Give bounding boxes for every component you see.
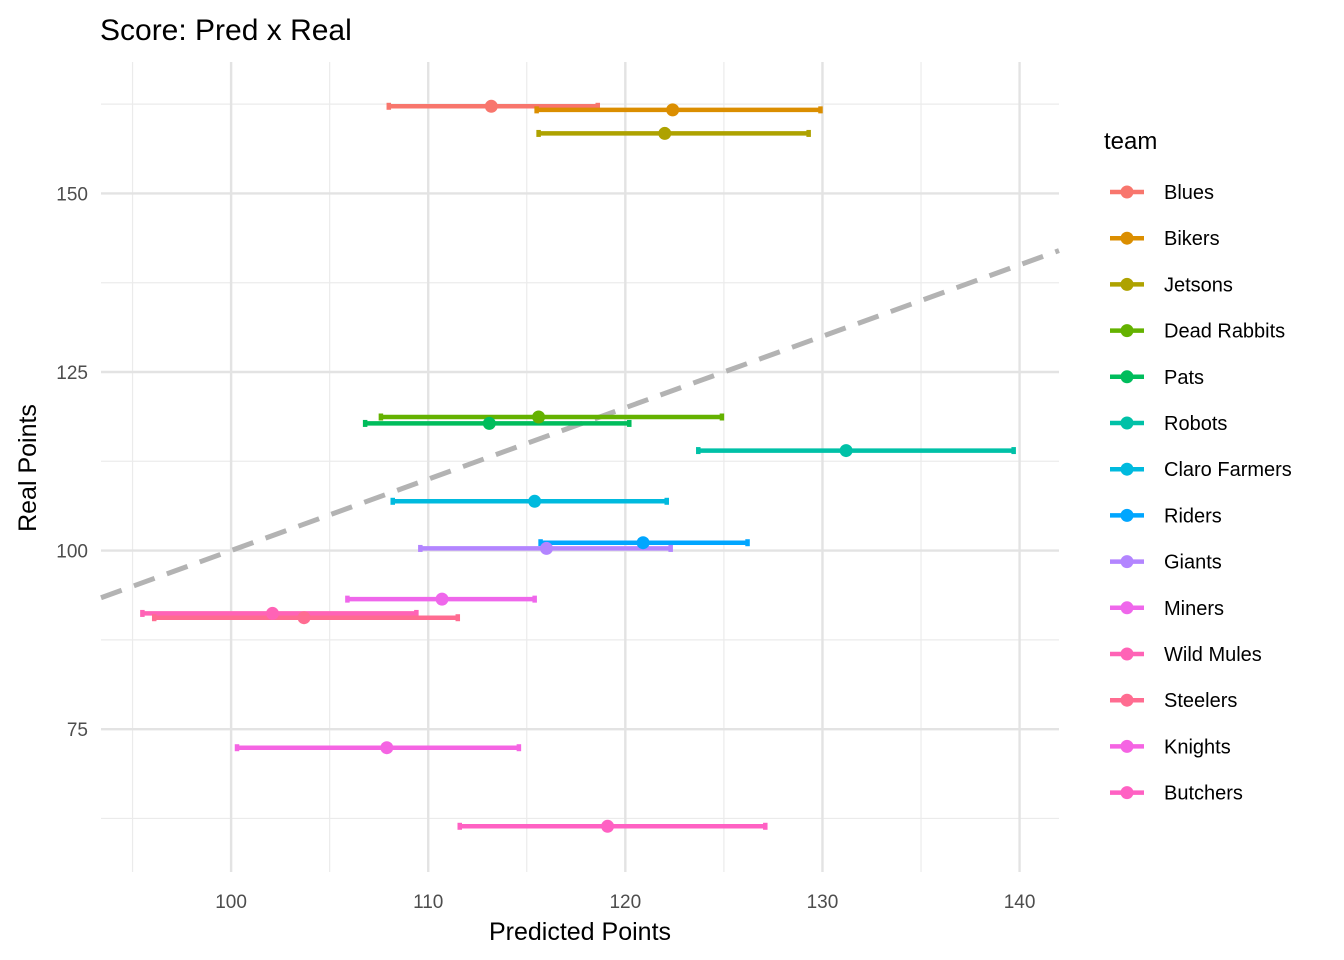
data-point: [636, 536, 650, 550]
error-bars: [140, 102, 1016, 830]
data-point: [265, 606, 279, 620]
legend-label: Pats: [1164, 367, 1204, 389]
legend-key-point: [1120, 185, 1134, 199]
legend-item: Pats: [1110, 367, 1204, 389]
legend-key-point: [1120, 370, 1134, 384]
error-bar: [234, 744, 522, 752]
legend-item: Dead Rabbits: [1110, 321, 1285, 343]
x-axis-label: Predicted Points: [489, 918, 671, 946]
legend-key-point: [1120, 462, 1134, 476]
legend-title: team: [1104, 128, 1157, 155]
x-tick-label: 100: [215, 892, 247, 913]
legend-key-point: [1120, 324, 1134, 338]
error-bar: [362, 419, 632, 427]
legend-key-point: [1120, 508, 1134, 522]
data-point: [528, 494, 542, 508]
legend-key-point: [1120, 693, 1134, 707]
legend-label: Claro Farmers: [1164, 459, 1292, 481]
data-point: [601, 819, 615, 833]
data-point: [380, 741, 394, 755]
y-tick-label: 125: [56, 363, 88, 384]
legend-label: Jetsons: [1164, 274, 1233, 296]
data-point: [539, 541, 553, 555]
legend-label: Blues: [1164, 182, 1214, 204]
legend-item: Claro Farmers: [1110, 459, 1292, 481]
legend-label: Bikers: [1164, 228, 1220, 250]
y-tick-label: 100: [56, 542, 88, 563]
legend-label: Robots: [1164, 413, 1227, 435]
legend-label: Wild Mules: [1164, 644, 1262, 666]
legend-label: Riders: [1164, 505, 1222, 527]
x-tick-label: 110: [413, 892, 443, 913]
legend-key-point: [1120, 555, 1134, 569]
data-points: [265, 99, 853, 833]
legend-key-point: [1120, 739, 1134, 753]
legend-item: Wild Mules: [1110, 644, 1262, 666]
x-axis-ticks: 100 110 120 130 140: [215, 892, 1035, 913]
error-bar: [378, 413, 725, 421]
data-point: [297, 611, 311, 625]
grid: [101, 62, 1059, 872]
legend-item: Butchers: [1110, 783, 1243, 805]
legend-item: Bikers: [1110, 228, 1220, 250]
data-point: [532, 410, 546, 424]
legend-item: Knights: [1110, 736, 1231, 758]
data-point: [484, 99, 498, 113]
y-axis-label: Real Points: [14, 404, 42, 532]
data-point: [435, 592, 449, 606]
error-bar: [696, 447, 1016, 455]
y-tick-label: 150: [56, 184, 88, 205]
data-point: [658, 126, 672, 140]
legend-label: Butchers: [1164, 783, 1243, 805]
x-tick-label: 130: [807, 892, 839, 913]
legend: team Blues Bikers Jetsons Dead Rabbits Pats R…: [1104, 128, 1292, 805]
data-point: [839, 444, 853, 458]
y-tick-label: 75: [67, 720, 88, 741]
legend-label: Dead Rabbits: [1164, 321, 1285, 343]
data-point: [666, 103, 680, 117]
legend-label: Miners: [1164, 598, 1224, 620]
data-point: [482, 416, 496, 430]
legend-item: Riders: [1110, 505, 1222, 527]
error-bar: [536, 129, 811, 137]
chart-title: Score: Pred x Real: [100, 14, 352, 47]
legend-item: Robots: [1110, 413, 1227, 435]
legend-label: Steelers: [1164, 690, 1237, 712]
legend-item: Jetsons: [1110, 274, 1233, 296]
x-tick-label: 120: [609, 892, 641, 913]
legend-key-point: [1120, 786, 1134, 800]
legend-label: Knights: [1164, 736, 1231, 758]
legend-item: Blues: [1110, 182, 1214, 204]
legend-key-point: [1120, 416, 1134, 430]
legend-key-point: [1120, 601, 1134, 615]
legend-key-point: [1120, 231, 1134, 245]
legend-item: Miners: [1110, 598, 1224, 620]
legend-item: Giants: [1110, 552, 1222, 574]
x-tick-label: 140: [1004, 892, 1036, 913]
legend-item: Steelers: [1110, 690, 1237, 712]
legend-key-point: [1120, 647, 1134, 661]
legend-label: Giants: [1164, 552, 1222, 574]
legend-key-point: [1120, 277, 1134, 291]
y-axis-ticks: 75 100 125 150: [56, 184, 88, 741]
